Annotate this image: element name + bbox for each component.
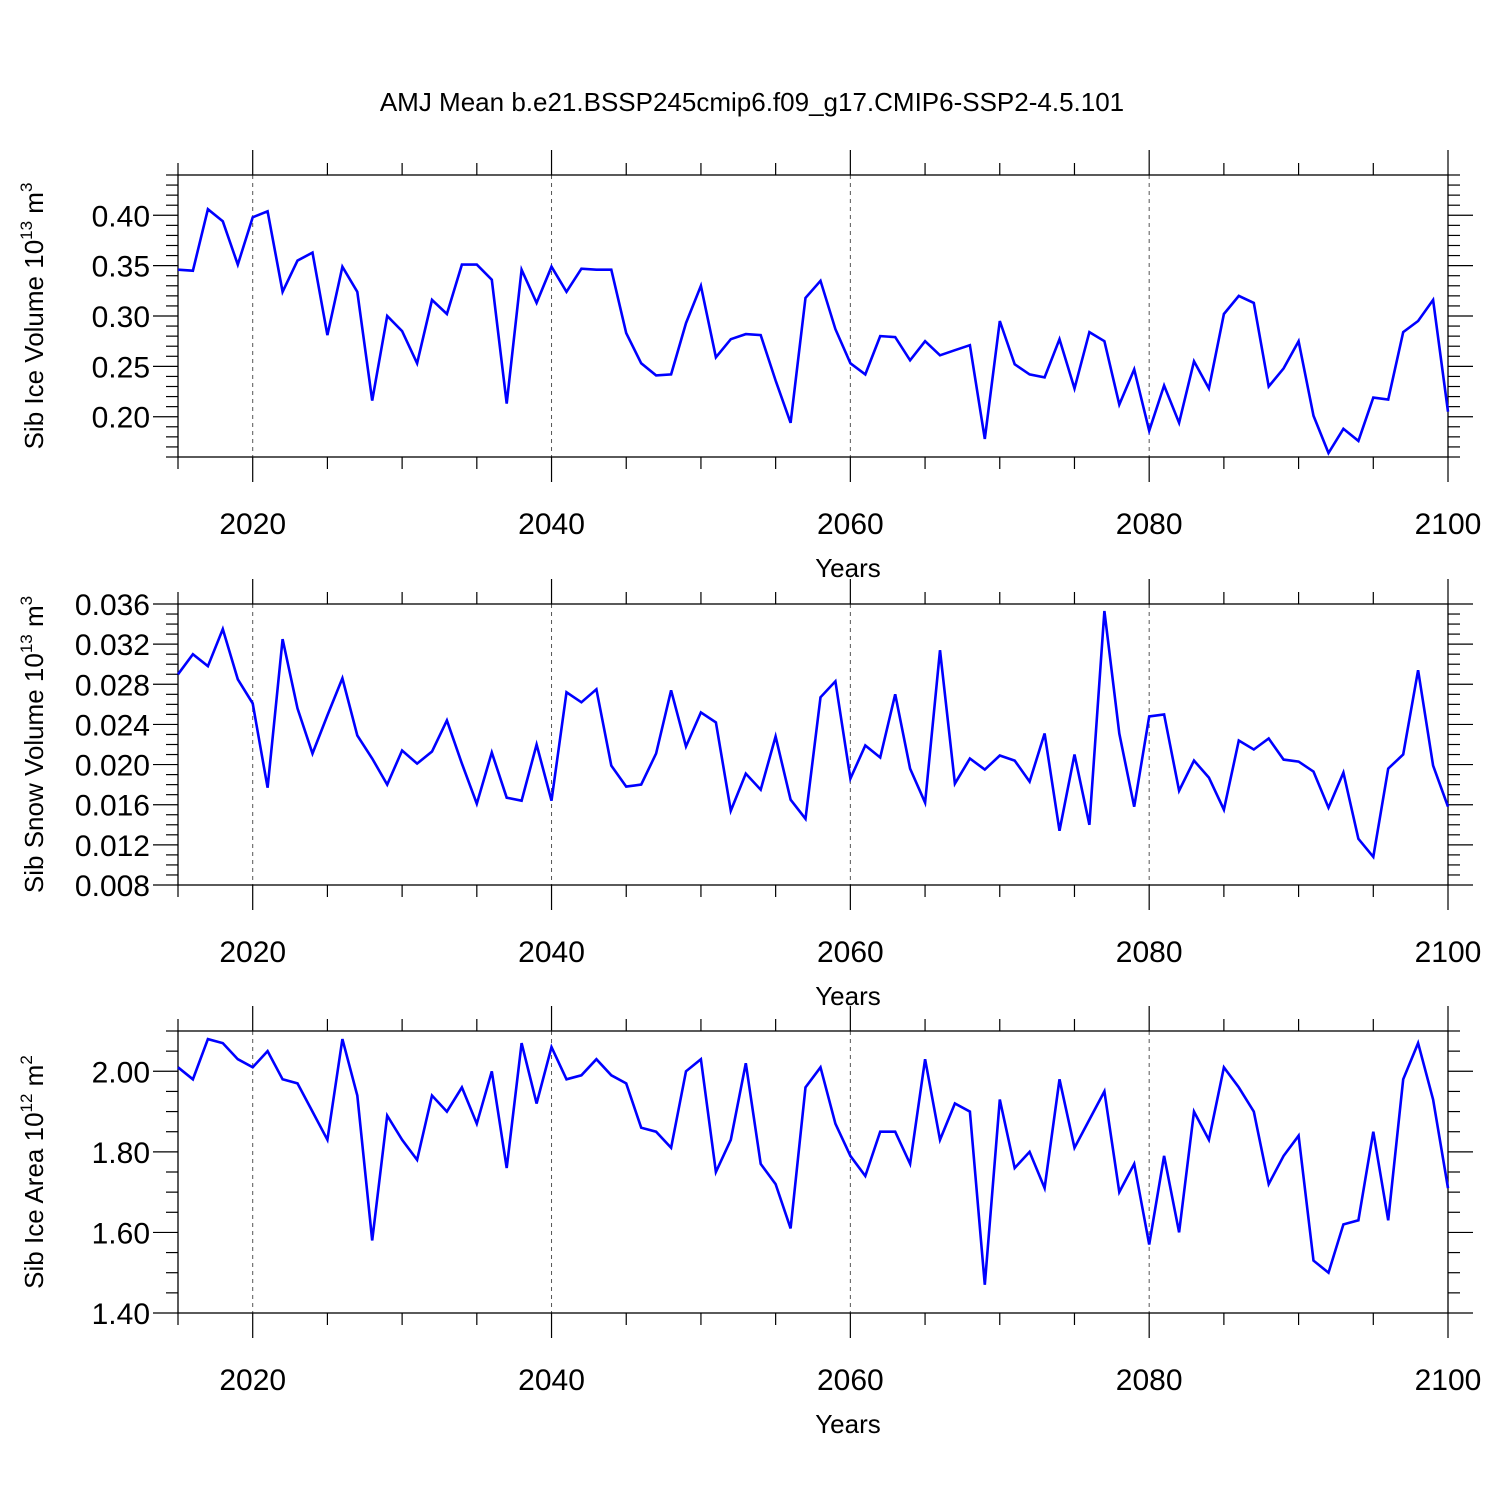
- x-tick-label: 2100: [1415, 1364, 1482, 1397]
- y-tick-label: 0.20: [92, 402, 150, 435]
- y-tick-label: 0.016: [75, 790, 150, 823]
- plot-frame: [177, 1030, 1449, 1314]
- x-tick-label: 2040: [518, 936, 585, 969]
- y-axis-title: Sib Ice Area 1012 m2: [17, 1055, 49, 1289]
- y-tick-label: 0.024: [75, 709, 150, 742]
- x-axis-title: Years: [815, 981, 881, 1011]
- chart-title: AMJ Mean b.e21.BSSP245cmip6.f09_g17.CMIP…: [380, 87, 1124, 117]
- x-tick-label: 2040: [518, 1364, 585, 1397]
- y-tick-label: 1.40: [92, 1298, 150, 1331]
- y-tick-label: 0.25: [92, 351, 150, 384]
- panel-sib-ice-area: 1.40 1.60 1.80 2.00 2020 2040 2060 2080 2100 Year…: [17, 1006, 1481, 1439]
- y-tick-label: 0.35: [92, 251, 150, 284]
- x-tick-label: 2020: [219, 1364, 286, 1397]
- x-tick-label: 2020: [219, 936, 286, 969]
- x-tick-label: 2060: [817, 1364, 884, 1397]
- y-tick-label: 0.028: [75, 669, 150, 702]
- x-tick-label: 2060: [817, 936, 884, 969]
- x-tick-label: 2100: [1415, 936, 1482, 969]
- panel-sib-snow-volume: 0.008 0.012 0.016 0.020 0.024 0.028 0.032 0.036…: [17, 579, 1481, 1011]
- x-tick-label: 2080: [1116, 936, 1183, 969]
- x-tick-label: 2100: [1415, 508, 1482, 541]
- y-tick-label: 0.020: [75, 750, 150, 783]
- x-tick-label: 2060: [817, 508, 884, 541]
- series-line: [177, 206, 1450, 456]
- x-axis-title: Years: [815, 1409, 881, 1439]
- y-axis-title: Sib Snow Volume 1013 m3: [17, 596, 49, 893]
- y-tick-label: 0.008: [75, 870, 150, 903]
- y-axis-title: Sib Ice Volume 1013 m3: [17, 183, 49, 450]
- y-tick-label: 0.012: [75, 830, 150, 863]
- y-tick-label: 2.00: [92, 1056, 150, 1089]
- y-tick-label: 1.60: [92, 1217, 150, 1250]
- x-tick-label: 2020: [219, 508, 286, 541]
- plot-frame: [177, 174, 1449, 458]
- series-line: [176, 610, 1450, 860]
- x-tick-label: 2040: [518, 508, 585, 541]
- y-tick-label: 1.80: [92, 1137, 150, 1170]
- y-tick-label: 0.036: [75, 589, 150, 622]
- y-tick-label: 0.032: [75, 629, 150, 662]
- y-tick-label: 0.40: [92, 200, 150, 233]
- y-tick-label: 0.30: [92, 301, 150, 334]
- plot-frame: [177, 603, 1449, 886]
- x-tick-label: 2080: [1116, 508, 1183, 541]
- x-tick-label: 2080: [1116, 1364, 1183, 1397]
- series-line: [177, 1037, 1450, 1285]
- panel-sib-ice-volume: 0.20 0.25 0.30 0.35 0.40 2020 2040 2060 2080 2100…: [17, 150, 1481, 583]
- x-axis-title: Years: [815, 553, 881, 583]
